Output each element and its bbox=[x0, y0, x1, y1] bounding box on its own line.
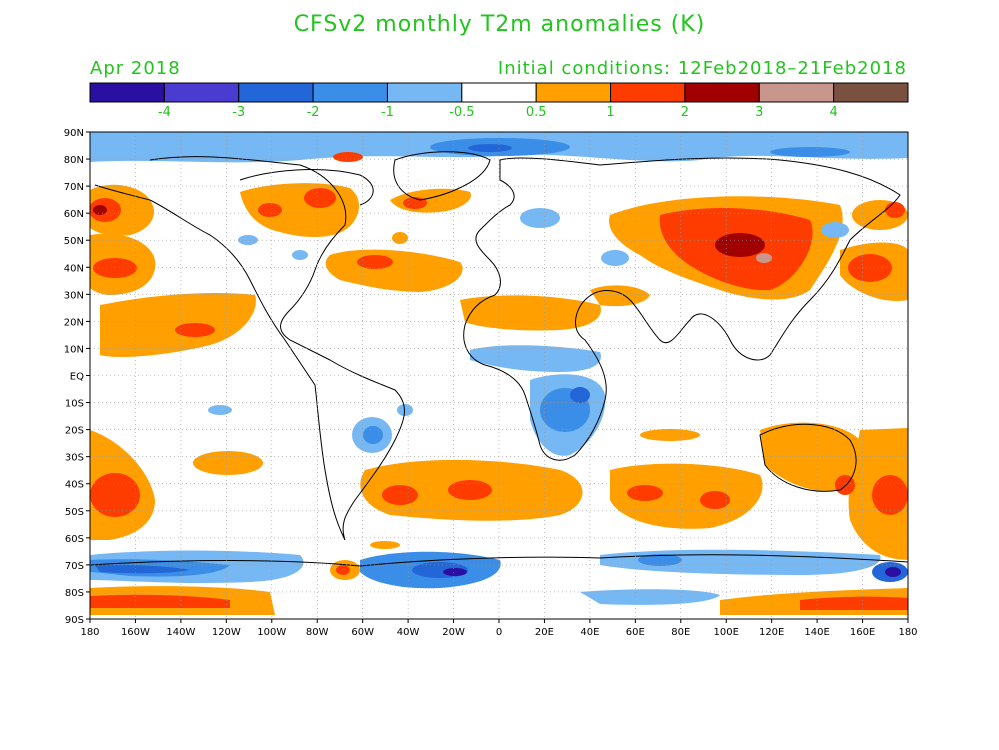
lat-label: 90S bbox=[65, 615, 84, 626]
coastlines bbox=[90, 151, 908, 567]
colorbar-label: -0.5 bbox=[449, 105, 474, 120]
initial-conditions: Initial conditions: 12Feb2018–21Feb2018 bbox=[497, 58, 907, 79]
lat-label: 20N bbox=[64, 317, 84, 328]
lat-label: 30N bbox=[64, 290, 84, 301]
antarctic-anomalies bbox=[90, 541, 908, 615]
lat-label: 70N bbox=[64, 182, 84, 193]
arctic-cold-band bbox=[90, 132, 908, 163]
lat-label: 60S bbox=[65, 534, 84, 545]
lon-label: 20W bbox=[442, 627, 465, 638]
south-america-cold bbox=[208, 404, 413, 453]
lon-label: 40W bbox=[397, 627, 420, 638]
north-pacific-warm bbox=[90, 233, 156, 295]
colorbar-label: -1 bbox=[381, 105, 394, 120]
colorbar-label: 2 bbox=[681, 105, 689, 120]
east-pacific-warm bbox=[100, 293, 256, 357]
lon-label: 60W bbox=[351, 627, 374, 638]
lat-label: 40N bbox=[64, 263, 84, 274]
colorbar: -4 -3 -2 -1 -0.5 0.5 1 2 3 4 bbox=[89, 82, 909, 120]
africa-cold bbox=[470, 345, 606, 456]
colorbar-label: 3 bbox=[755, 105, 763, 120]
lon-label: 100E bbox=[714, 627, 739, 638]
southern-ocean-warm bbox=[360, 459, 763, 529]
colorbar-label: -2 bbox=[307, 105, 320, 120]
lon-label: 120W bbox=[212, 627, 241, 638]
lon-label: 20E bbox=[535, 627, 554, 638]
lon-label: 40E bbox=[580, 627, 599, 638]
colorbar-label: 1 bbox=[606, 105, 614, 120]
lon-label: 180 bbox=[898, 627, 917, 638]
lat-label: 50N bbox=[64, 236, 84, 247]
lat-label: EQ bbox=[70, 372, 84, 383]
colorbar-label: 0.5 bbox=[526, 105, 547, 120]
lat-label: 10S bbox=[65, 399, 84, 410]
lon-label: 140W bbox=[166, 627, 195, 638]
colorbar-label: 4 bbox=[829, 105, 837, 120]
lon-label: 80W bbox=[306, 627, 329, 638]
lat-label: 30S bbox=[65, 453, 84, 464]
colorbar-label: -4 bbox=[158, 105, 171, 120]
lat-label: 50S bbox=[65, 507, 84, 518]
lon-label: 180 bbox=[80, 627, 99, 638]
lat-label: 80S bbox=[65, 588, 84, 599]
colorbar-label: -3 bbox=[232, 105, 245, 120]
lat-label: 40S bbox=[65, 480, 84, 491]
lat-label: 90N bbox=[64, 128, 84, 139]
lat-label: 60N bbox=[64, 209, 84, 220]
longitude-axis: 180 160W 140W 120W 100W 80W 60W 40W 20W 0 20E 40E 60… bbox=[80, 619, 918, 638]
chart-title: CFSv2 monthly T2m anomalies (K) bbox=[293, 12, 706, 37]
canada-warm bbox=[240, 183, 360, 237]
lat-label: 70S bbox=[65, 561, 84, 572]
lat-label: 10N bbox=[64, 344, 84, 355]
lon-label: 120E bbox=[759, 627, 784, 638]
lon-label: 160W bbox=[121, 627, 150, 638]
map-grid bbox=[90, 132, 908, 619]
lon-label: 60E bbox=[626, 627, 645, 638]
asia-warm bbox=[609, 196, 908, 301]
lon-label: 140E bbox=[804, 627, 829, 638]
lat-label: 80N bbox=[64, 155, 84, 166]
lat-label: 20S bbox=[65, 426, 84, 437]
latitude-axis: 90N 80N 70N 60N 50N 40N 30N 20N 10N EQ 10S 20S 30S 40… bbox=[64, 128, 90, 626]
lon-label: 100W bbox=[257, 627, 286, 638]
colorbar-swatch bbox=[833, 82, 909, 103]
lon-label: 80E bbox=[671, 627, 690, 638]
lon-label: 0 bbox=[496, 627, 502, 638]
alaska-warm bbox=[90, 184, 154, 236]
north-atlantic-warm bbox=[325, 232, 463, 292]
lon-label: 160E bbox=[850, 627, 875, 638]
forecast-month: Apr 2018 bbox=[90, 58, 181, 79]
